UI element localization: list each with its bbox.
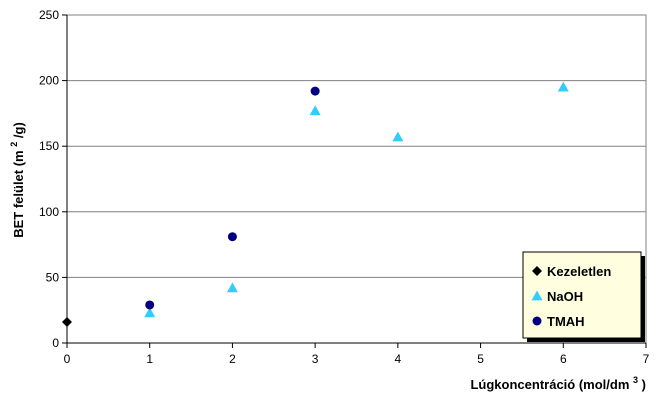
- tmah-point: [310, 86, 320, 96]
- tmah-point: [145, 300, 155, 310]
- tmah-point: [227, 232, 237, 242]
- y-axis-title-end: /g): [11, 122, 26, 138]
- x-tick-label: 7: [643, 352, 650, 366]
- x-axis-title-main: Lúgkoncentráció (mol/dm: [470, 377, 629, 392]
- y-axis-title-sup: 2: [9, 142, 19, 147]
- x-tick-label: 0: [64, 352, 71, 366]
- x-axis-title-sup: 3: [633, 375, 638, 385]
- naoh-point: [144, 307, 156, 318]
- y-tick-label: 150: [39, 139, 59, 153]
- x-axis-title: Lúgkoncentráció (mol/dm 3 ): [470, 371, 646, 392]
- x-tick-label: 1: [146, 352, 153, 366]
- x-tick-label: 5: [477, 352, 484, 366]
- legend-naoh-label: NaOH: [547, 289, 583, 304]
- x-tick-label: 3: [312, 352, 319, 366]
- x-tick-label: 2: [229, 352, 236, 366]
- naoh-point: [557, 81, 569, 92]
- legend-tmah-label: TMAH: [547, 314, 585, 329]
- legend-kezeletlen-marker: [532, 266, 542, 276]
- x-axis-title-end: ): [642, 377, 646, 392]
- y-tick-labels: 0 50 100 150 200 250: [39, 8, 59, 350]
- y-axis-title-main: BET felület (m: [11, 150, 26, 237]
- x-tick-labels: 0 1 2 3 4 5 6 7: [64, 352, 650, 366]
- naoh-point: [309, 105, 321, 116]
- y-tick-label: 50: [46, 270, 60, 284]
- legend-naoh-marker: [531, 290, 543, 301]
- legend-box: [522, 251, 642, 339]
- naoh-point: [226, 282, 238, 293]
- legend-tmah-marker: [532, 316, 542, 326]
- y-tick-label: 250: [39, 8, 59, 22]
- legend: Kezeletlen NaOH TMAH: [522, 251, 645, 342]
- data-points: [62, 81, 569, 328]
- y-tick-label: 100: [39, 205, 59, 219]
- axes: [62, 14, 647, 348]
- y-tick-label: 0: [52, 336, 59, 350]
- x-tick-label: 6: [560, 352, 567, 366]
- y-tick-label: 200: [39, 74, 59, 88]
- legend-kezeletlen-label: Kezeletlen: [547, 264, 611, 279]
- kezeletlen-point: [62, 317, 72, 328]
- y-axis-title: BET felület (m 2 /g): [5, 122, 26, 238]
- x-tick-label: 4: [395, 352, 402, 366]
- legend-items: Kezeletlen NaOH TMAH: [531, 264, 611, 329]
- naoh-point: [392, 131, 404, 142]
